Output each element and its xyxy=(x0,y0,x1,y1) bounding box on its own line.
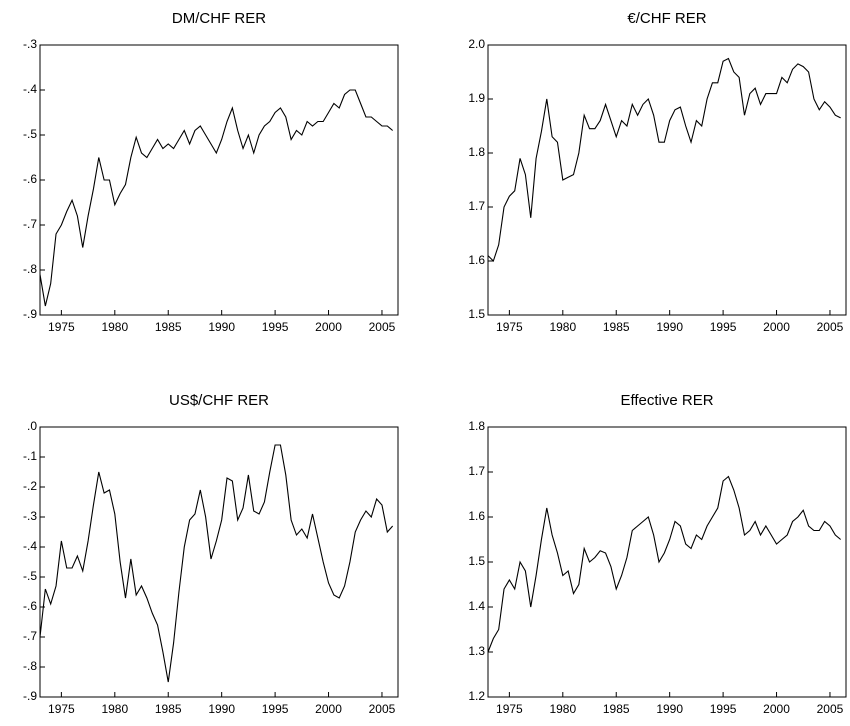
chart-title: US$/CHF RER xyxy=(169,392,269,409)
plot-frame xyxy=(39,44,399,316)
x-tick-label: 2005 xyxy=(817,702,844,716)
x-tick-label: 2000 xyxy=(763,702,790,716)
x-tick-label: 2000 xyxy=(315,320,342,334)
y-tick-label: -.5 xyxy=(23,127,37,141)
x-tick-label: 1990 xyxy=(656,702,683,716)
y-tick-label: 1.9 xyxy=(468,91,485,105)
y-tick-label: 1.6 xyxy=(468,509,485,523)
chart-title: Effective RER xyxy=(620,392,713,409)
x-tick-label: 1985 xyxy=(603,702,630,716)
y-tick-label: -.9 xyxy=(23,307,37,321)
x-tick-label: 1985 xyxy=(603,320,630,334)
x-tick-label: 2005 xyxy=(369,702,396,716)
x-tick-label: 1975 xyxy=(496,320,523,334)
x-tick-label: 1975 xyxy=(496,702,523,716)
series-line xyxy=(487,475,842,653)
y-tick-label: 1.6 xyxy=(468,253,485,267)
y-tick-label: -.7 xyxy=(23,629,37,643)
y-tick-label: -.5 xyxy=(23,569,37,583)
plot-frame xyxy=(39,426,399,698)
x-tick-label: 1980 xyxy=(101,320,128,334)
x-tick-label: 1985 xyxy=(155,702,182,716)
x-tick-label: 1990 xyxy=(656,320,683,334)
y-tick-label: -.2 xyxy=(23,479,37,493)
y-tick-label: 2.0 xyxy=(468,37,485,51)
x-tick-label: 1990 xyxy=(208,702,235,716)
x-tick-label: 2005 xyxy=(817,320,844,334)
x-tick-label: 1975 xyxy=(48,320,75,334)
y-tick-label: 1.7 xyxy=(468,464,485,478)
x-tick-label: 2000 xyxy=(763,320,790,334)
x-tick-label: 1995 xyxy=(710,320,737,334)
y-tick-label: -.9 xyxy=(23,689,37,703)
y-tick-label: -.6 xyxy=(23,599,37,613)
y-tick-label: -.8 xyxy=(23,262,37,276)
x-tick-label: 2000 xyxy=(315,702,342,716)
x-tick-label: 1995 xyxy=(710,702,737,716)
x-tick-label: 1990 xyxy=(208,320,235,334)
y-tick-label: 1.8 xyxy=(468,145,485,159)
x-tick-label: 1995 xyxy=(262,702,289,716)
y-tick-label: 1.8 xyxy=(468,419,485,433)
y-tick-label: -.3 xyxy=(23,509,37,523)
y-tick-label: -.7 xyxy=(23,217,37,231)
y-tick-label: 1.5 xyxy=(468,307,485,321)
y-tick-label: -.6 xyxy=(23,172,37,186)
chart-title: €/CHF RER xyxy=(627,10,706,27)
y-tick-label: 1.3 xyxy=(468,644,485,658)
plot-frame xyxy=(487,426,847,698)
y-tick-label: .0 xyxy=(27,419,37,433)
plot-frame xyxy=(487,44,847,316)
x-tick-label: 1980 xyxy=(549,320,576,334)
y-tick-label: -.8 xyxy=(23,659,37,673)
y-tick-label: -.4 xyxy=(23,539,37,553)
series-line xyxy=(39,444,394,683)
x-tick-label: 1975 xyxy=(48,702,75,716)
series-line xyxy=(487,57,841,263)
x-tick-label: 2005 xyxy=(369,320,396,334)
y-tick-label: 1.7 xyxy=(468,199,485,213)
x-tick-label: 1995 xyxy=(262,320,289,334)
y-tick-label: 1.5 xyxy=(468,554,485,568)
x-tick-label: 1985 xyxy=(155,320,182,334)
y-tick-label: 1.4 xyxy=(468,599,485,613)
chart-title: DM/CHF RER xyxy=(172,10,266,27)
y-tick-label: -.3 xyxy=(23,37,37,51)
y-tick-label: -.1 xyxy=(23,449,37,463)
y-tick-label: -.4 xyxy=(23,82,37,96)
y-tick-label: 1.2 xyxy=(468,689,485,703)
x-tick-label: 1980 xyxy=(549,702,576,716)
series-line xyxy=(39,89,394,307)
x-tick-label: 1980 xyxy=(101,702,128,716)
